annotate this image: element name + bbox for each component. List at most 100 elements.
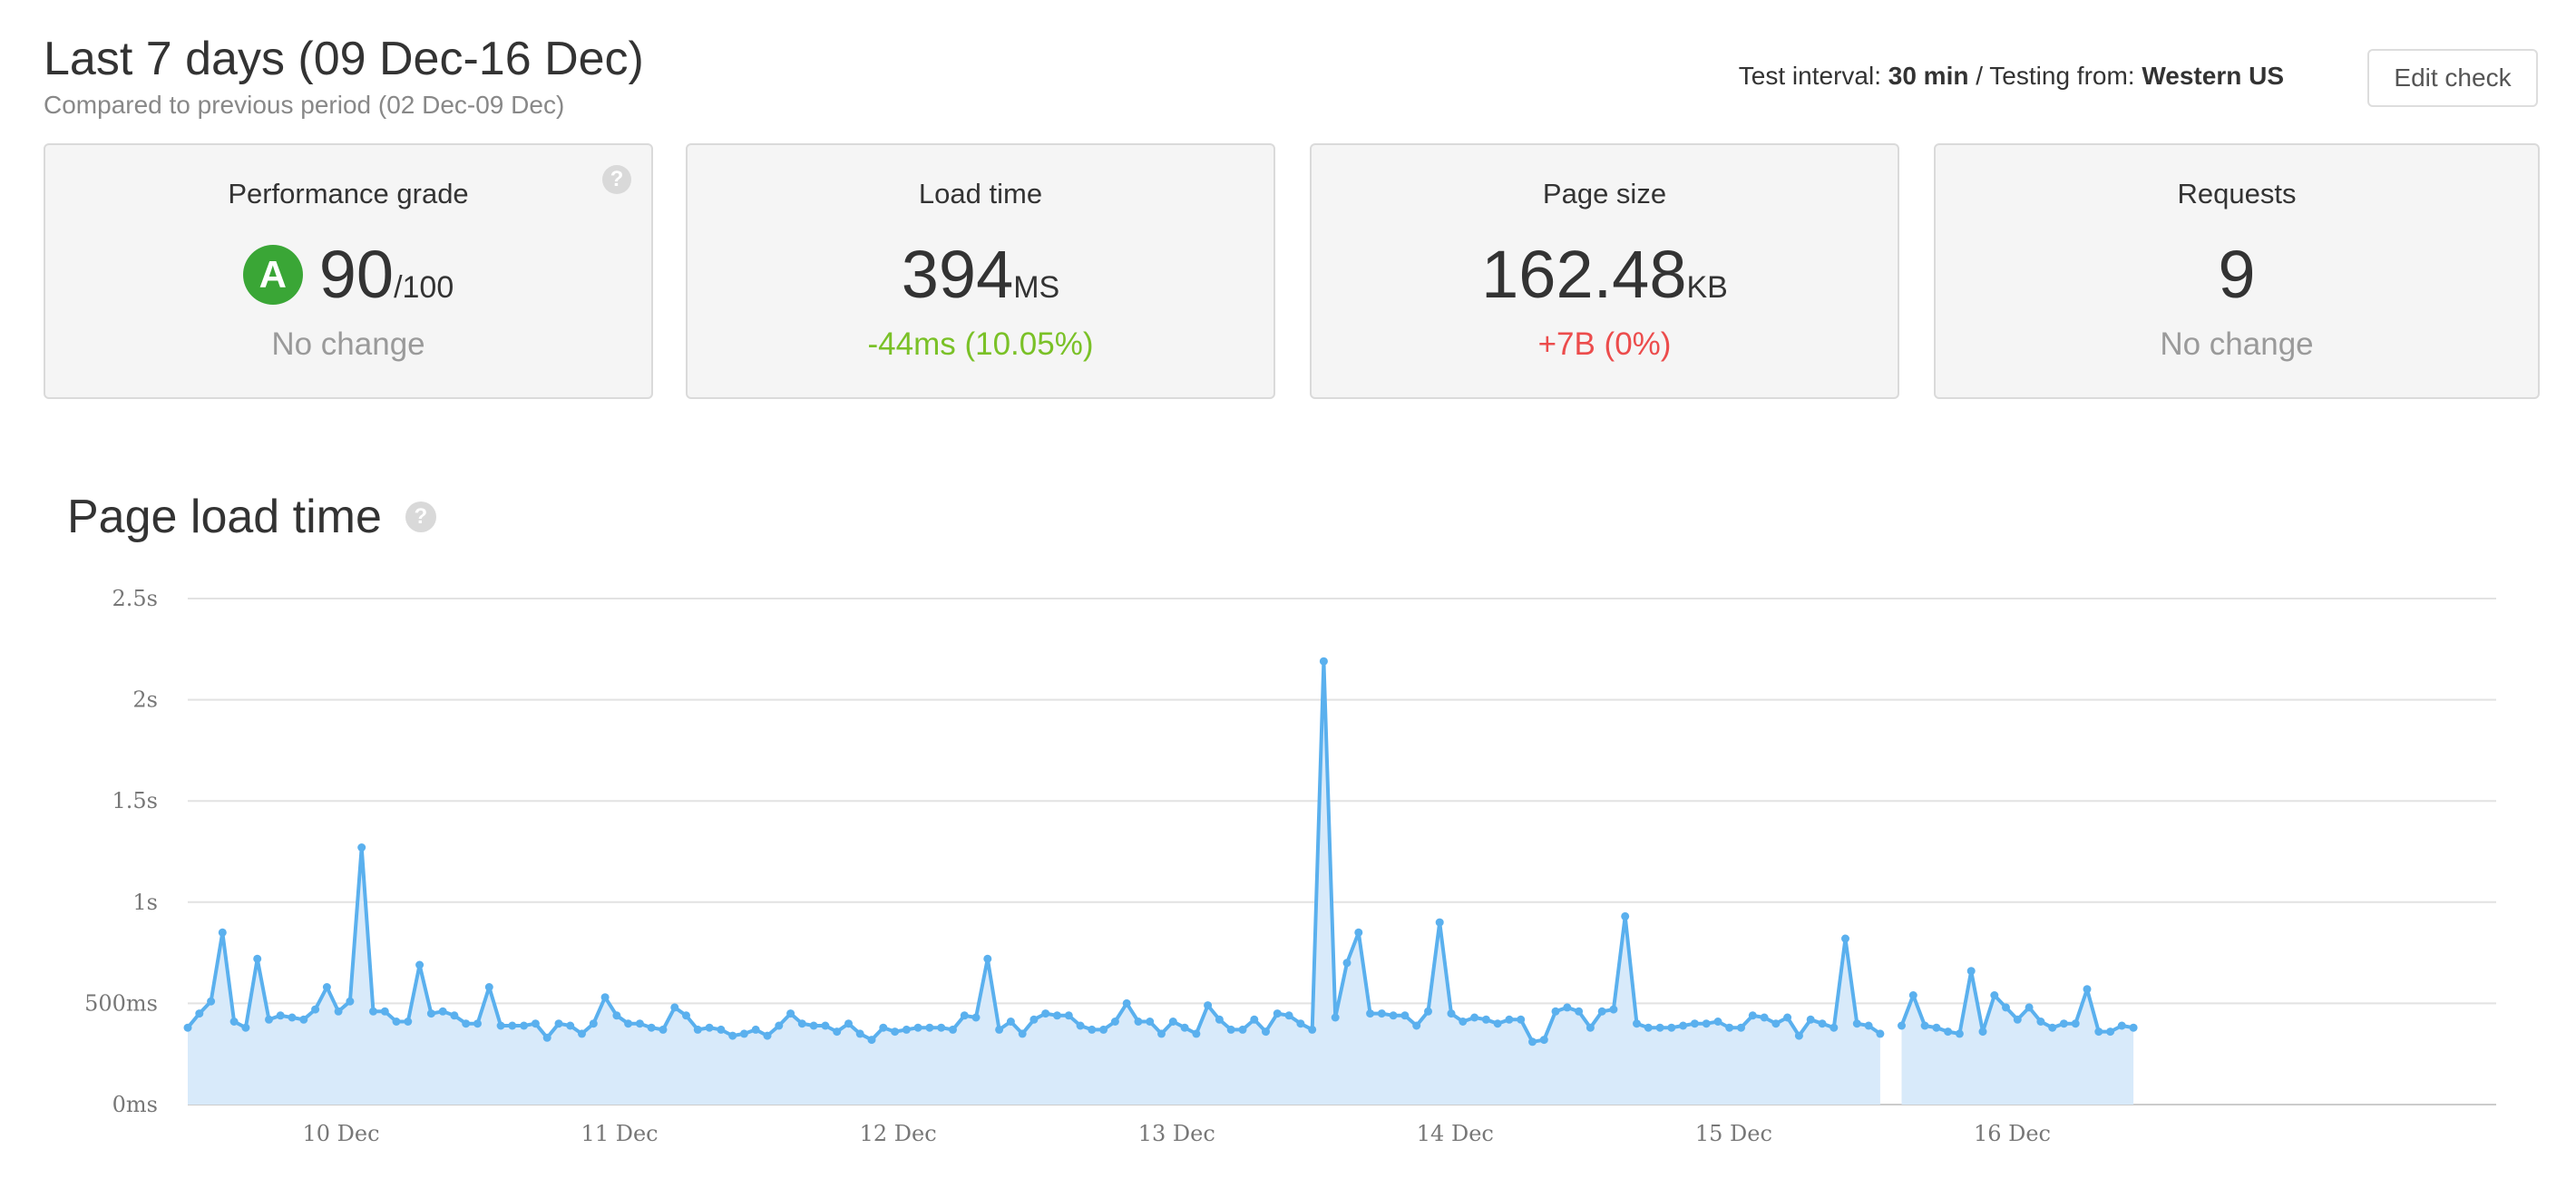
y-tick-label: 1s (132, 890, 158, 915)
data-point (1250, 1015, 1259, 1024)
data-point (531, 1019, 540, 1028)
data-point (288, 1013, 297, 1022)
data-point (2048, 1023, 2057, 1032)
data-point (902, 1025, 911, 1034)
data-point (1377, 1009, 1386, 1018)
data-point (589, 1019, 598, 1028)
data-point (693, 1025, 702, 1034)
data-point (1932, 1023, 1941, 1032)
data-point (1760, 1013, 1769, 1022)
card-value: 162.48 KB (1312, 236, 1898, 313)
data-point (369, 1007, 377, 1016)
data-point (612, 1011, 621, 1020)
card-delta: No change (2160, 326, 2314, 362)
data-point (311, 1005, 320, 1014)
data-point (1470, 1013, 1479, 1022)
help-icon[interactable]: ? (602, 165, 631, 194)
data-point (322, 983, 331, 991)
page-size-unit: KB (1686, 270, 1728, 305)
data-point (1841, 934, 1849, 943)
data-point (1006, 1018, 1015, 1026)
data-point (2059, 1019, 2068, 1028)
data-point (879, 1023, 888, 1032)
data-point (2002, 1003, 2010, 1012)
load-time-unit: MS (1013, 270, 1060, 305)
y-tick-label: 2.5s (112, 586, 158, 611)
data-point (1702, 1019, 1711, 1028)
data-point (1655, 1023, 1664, 1032)
data-point (1053, 1011, 1061, 1020)
data-point (2117, 1021, 2126, 1030)
data-point (844, 1019, 853, 1028)
data-point (600, 993, 610, 1002)
data-point (520, 1021, 529, 1030)
data-point (1018, 1029, 1027, 1038)
y-tick-label: 500ms (84, 990, 158, 1016)
data-point (925, 1023, 934, 1032)
x-tick-label: 13 Dec (1138, 1121, 1215, 1146)
data-point (728, 1031, 737, 1040)
data-point (542, 1033, 551, 1042)
data-point (1029, 1015, 1039, 1024)
data-point (1966, 967, 1976, 976)
data-point (207, 997, 216, 1006)
data-point (1644, 1023, 1653, 1032)
data-point (913, 1023, 922, 1032)
data-point (995, 1025, 1004, 1034)
meta-separator: / (1976, 62, 1984, 90)
help-icon[interactable]: ? (405, 501, 436, 532)
data-point (426, 1009, 435, 1018)
data-point (229, 1018, 239, 1026)
x-tick-label: 11 Dec (581, 1121, 659, 1146)
data-point (1876, 1029, 1885, 1038)
y-tick-label: 0ms (112, 1092, 158, 1117)
data-point (253, 954, 262, 963)
x-tick-label: 16 Dec (1974, 1121, 2051, 1146)
grade-badge: A (242, 244, 303, 305)
data-point (1978, 1027, 1987, 1037)
data-point (1064, 1011, 1073, 1020)
data-point (751, 1025, 760, 1034)
card-value: A 90 /100 (45, 236, 651, 313)
data-point (2013, 1015, 2022, 1024)
card-value: 394 MS (688, 236, 1273, 313)
x-tick-label: 14 Dec (1417, 1121, 1494, 1146)
card-title: Requests (2177, 178, 2297, 209)
data-point (578, 1029, 586, 1038)
card-title: Page size (1542, 178, 1667, 209)
data-point (983, 954, 992, 963)
data-point (1296, 1019, 1305, 1028)
card-title: Performance grade (228, 178, 469, 209)
data-point (1830, 1023, 1839, 1032)
data-point (404, 1018, 413, 1026)
data-point (1354, 928, 1363, 937)
card-delta: +7B (0%) (1537, 326, 1672, 362)
data-point (1621, 911, 1630, 920)
data-point (1539, 1036, 1548, 1045)
data-point (183, 1023, 192, 1032)
x-tick-label: 15 Dec (1695, 1121, 1772, 1146)
data-point (2025, 1003, 2034, 1012)
data-point (2071, 1019, 2080, 1028)
page-subtitle: Compared to previous period (02 Dec-09 D… (44, 91, 565, 119)
data-point (1783, 1013, 1792, 1022)
x-tick-label: 12 Dec (860, 1121, 937, 1146)
data-point (891, 1027, 900, 1037)
data-point (647, 1023, 656, 1032)
data-point (195, 1009, 204, 1018)
data-point (1575, 1007, 1584, 1016)
performance-grade-card: ? Performance grade A 90 /100 No change (44, 143, 653, 399)
y-tick-label: 1.5s (112, 788, 158, 813)
data-point (717, 1025, 726, 1034)
data-point (833, 1027, 842, 1037)
grade-suffix: /100 (394, 270, 454, 305)
grade-score: 90 (318, 237, 395, 312)
section-title: Page load time ? (67, 490, 436, 544)
data-point (1517, 1015, 1526, 1024)
data-point (1331, 1013, 1340, 1022)
data-point (1528, 1037, 1537, 1047)
interval-value: 30 min (1888, 62, 1969, 90)
edit-check-button[interactable]: Edit check (2367, 49, 2538, 107)
data-point (1447, 1009, 1456, 1018)
data-point (299, 1015, 308, 1024)
